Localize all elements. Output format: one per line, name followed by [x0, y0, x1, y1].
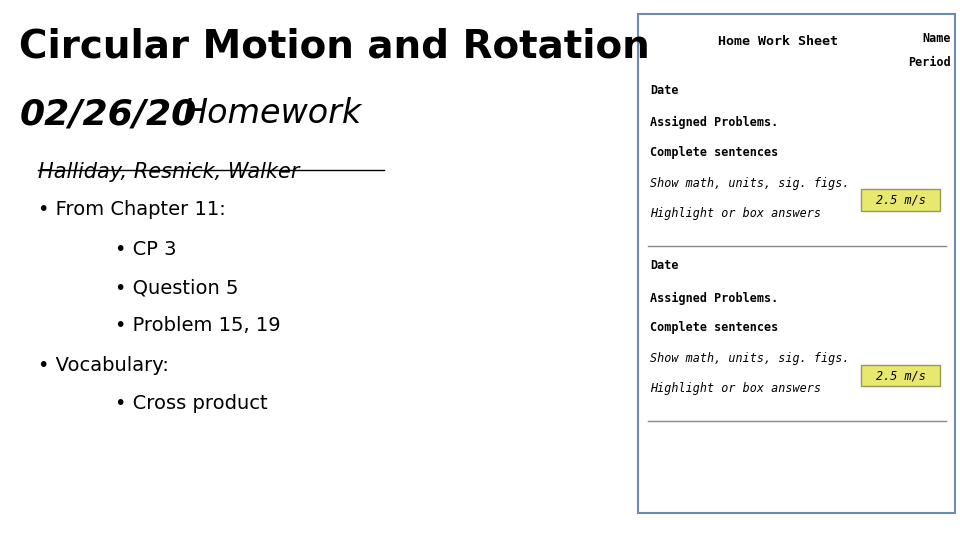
- Text: Period: Period: [907, 56, 950, 69]
- Text: Assigned Problems.: Assigned Problems.: [650, 292, 779, 305]
- Text: Highlight or box answers: Highlight or box answers: [650, 382, 821, 395]
- Text: Complete sentences: Complete sentences: [650, 321, 779, 334]
- Text: • Vocabulary:: • Vocabulary:: [38, 356, 169, 375]
- Text: • From Chapter 11:: • From Chapter 11:: [38, 200, 227, 219]
- Text: Circular Motion and Rotation: Circular Motion and Rotation: [19, 27, 650, 65]
- FancyBboxPatch shape: [638, 14, 955, 513]
- FancyBboxPatch shape: [861, 189, 940, 211]
- Text: Assigned Problems.: Assigned Problems.: [650, 116, 779, 129]
- FancyBboxPatch shape: [861, 364, 940, 386]
- Text: • Problem 15, 19: • Problem 15, 19: [115, 316, 281, 335]
- Text: Show math, units, sig. figs.: Show math, units, sig. figs.: [650, 352, 850, 365]
- Text: • Question 5: • Question 5: [115, 278, 239, 297]
- Text: 2.5 m/s: 2.5 m/s: [876, 194, 925, 207]
- Text: 02/26/20: 02/26/20: [19, 97, 197, 131]
- Text: Complete sentences: Complete sentences: [650, 146, 779, 159]
- Text: • Cross product: • Cross product: [115, 394, 268, 413]
- Text: Home Work Sheet: Home Work Sheet: [718, 35, 837, 48]
- Text: Homework: Homework: [182, 97, 362, 130]
- Text: Date: Date: [650, 84, 679, 97]
- Text: Halliday, Resnick, Walker: Halliday, Resnick, Walker: [38, 162, 300, 182]
- Text: Name: Name: [922, 32, 950, 45]
- Text: Highlight or box answers: Highlight or box answers: [650, 207, 821, 220]
- Text: 2.5 m/s: 2.5 m/s: [876, 369, 925, 382]
- Text: Date: Date: [650, 259, 679, 272]
- Text: • CP 3: • CP 3: [115, 240, 177, 259]
- Text: Show math, units, sig. figs.: Show math, units, sig. figs.: [650, 177, 850, 190]
